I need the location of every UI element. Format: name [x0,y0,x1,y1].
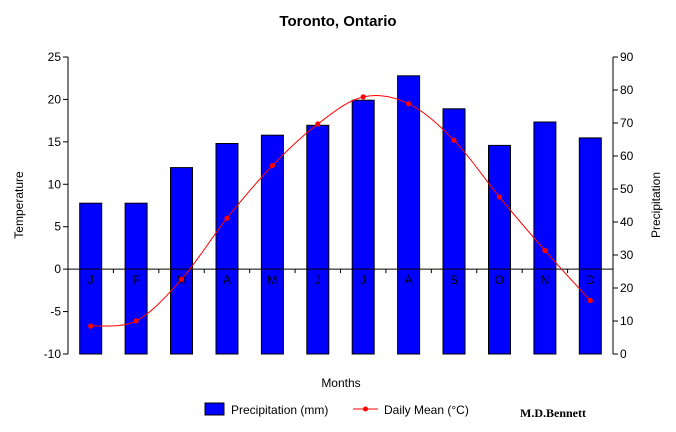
left-tick-label: 5 [54,220,61,234]
precipitation-bar [215,143,239,355]
precipitation-bar [442,108,466,355]
precipitation-bar [578,137,602,355]
left-tick-label: -5 [50,305,61,319]
daily-mean-point [224,215,230,221]
precipitation-bar [170,167,193,355]
month-label: F [132,273,139,287]
month-label: O [495,273,504,287]
right-tick-label: 20 [620,281,634,295]
x-axis-label: Months [321,376,360,390]
precipitation-bar [124,202,148,355]
month-labels: JFMAMJJASOND [88,273,595,287]
left-tick-label: 25 [48,50,62,64]
left-tick-label: -10 [44,347,62,361]
axes: -10 -5 0 5 10 15 20 25 0 10 20 30 40 50 60 70 80 90 [44,50,634,361]
author-credit: M.D.Bennett [520,406,586,420]
month-label: N [541,273,550,287]
precipitation-bar [79,202,103,355]
legend-daily-mean-label: Daily Mean (°C) [384,403,469,417]
legend-daily-mean-marker [363,406,368,412]
daily-mean-point [451,137,457,143]
left-tick-label: 10 [48,177,62,191]
legend: Precipitation (mm) Daily Mean (°C) [204,402,469,417]
daily-mean-line-series [88,94,593,329]
chart-title: Toronto, Ontario [279,13,396,30]
precipitation-bars [79,75,602,355]
precipitation-bar [488,144,511,355]
right-axis-label: Precipitation [649,172,663,238]
daily-mean-point [496,194,503,200]
daily-mean-line [90,95,591,327]
right-tick-label: 90 [620,50,634,64]
precipitation-bar [533,121,557,355]
right-tick-label: 10 [620,314,634,328]
month-label: A [223,273,231,287]
right-tick-label: 70 [620,116,634,130]
daily-mean-point [315,121,321,127]
left-axis-label: Temperature [12,171,26,239]
left-tick-label: 0 [54,262,61,276]
legend-precipitation-swatch [204,402,225,416]
daily-mean-point [133,318,139,324]
daily-mean-point [178,276,185,282]
left-tick-label: 15 [48,135,62,149]
precipitation-bar [351,99,375,355]
right-tick-label: 30 [620,248,634,262]
precipitation-bar [397,75,421,355]
month-label: A [405,273,413,287]
month-label: J [88,273,94,287]
daily-mean-point [542,247,548,254]
right-tick-label: 50 [620,182,634,196]
precipitation-bar [306,124,330,355]
right-tick-label: 0 [620,347,627,361]
month-label: D [586,273,595,287]
precipitation-bar [260,134,284,355]
daily-mean-point [406,101,412,107]
month-label: S [450,273,458,287]
daily-mean-point [587,297,593,304]
month-label: J [315,273,321,287]
right-tick-label: 60 [620,149,634,163]
daily-mean-point [88,323,94,329]
left-tick-label: 20 [48,92,62,106]
month-label: M [267,273,277,287]
legend-precipitation-label: Precipitation (mm) [231,403,328,417]
daily-mean-point [269,163,275,169]
daily-mean-point [360,94,366,100]
month-label: J [360,273,366,287]
right-tick-label: 40 [620,215,634,229]
right-tick-label: 80 [620,83,634,97]
